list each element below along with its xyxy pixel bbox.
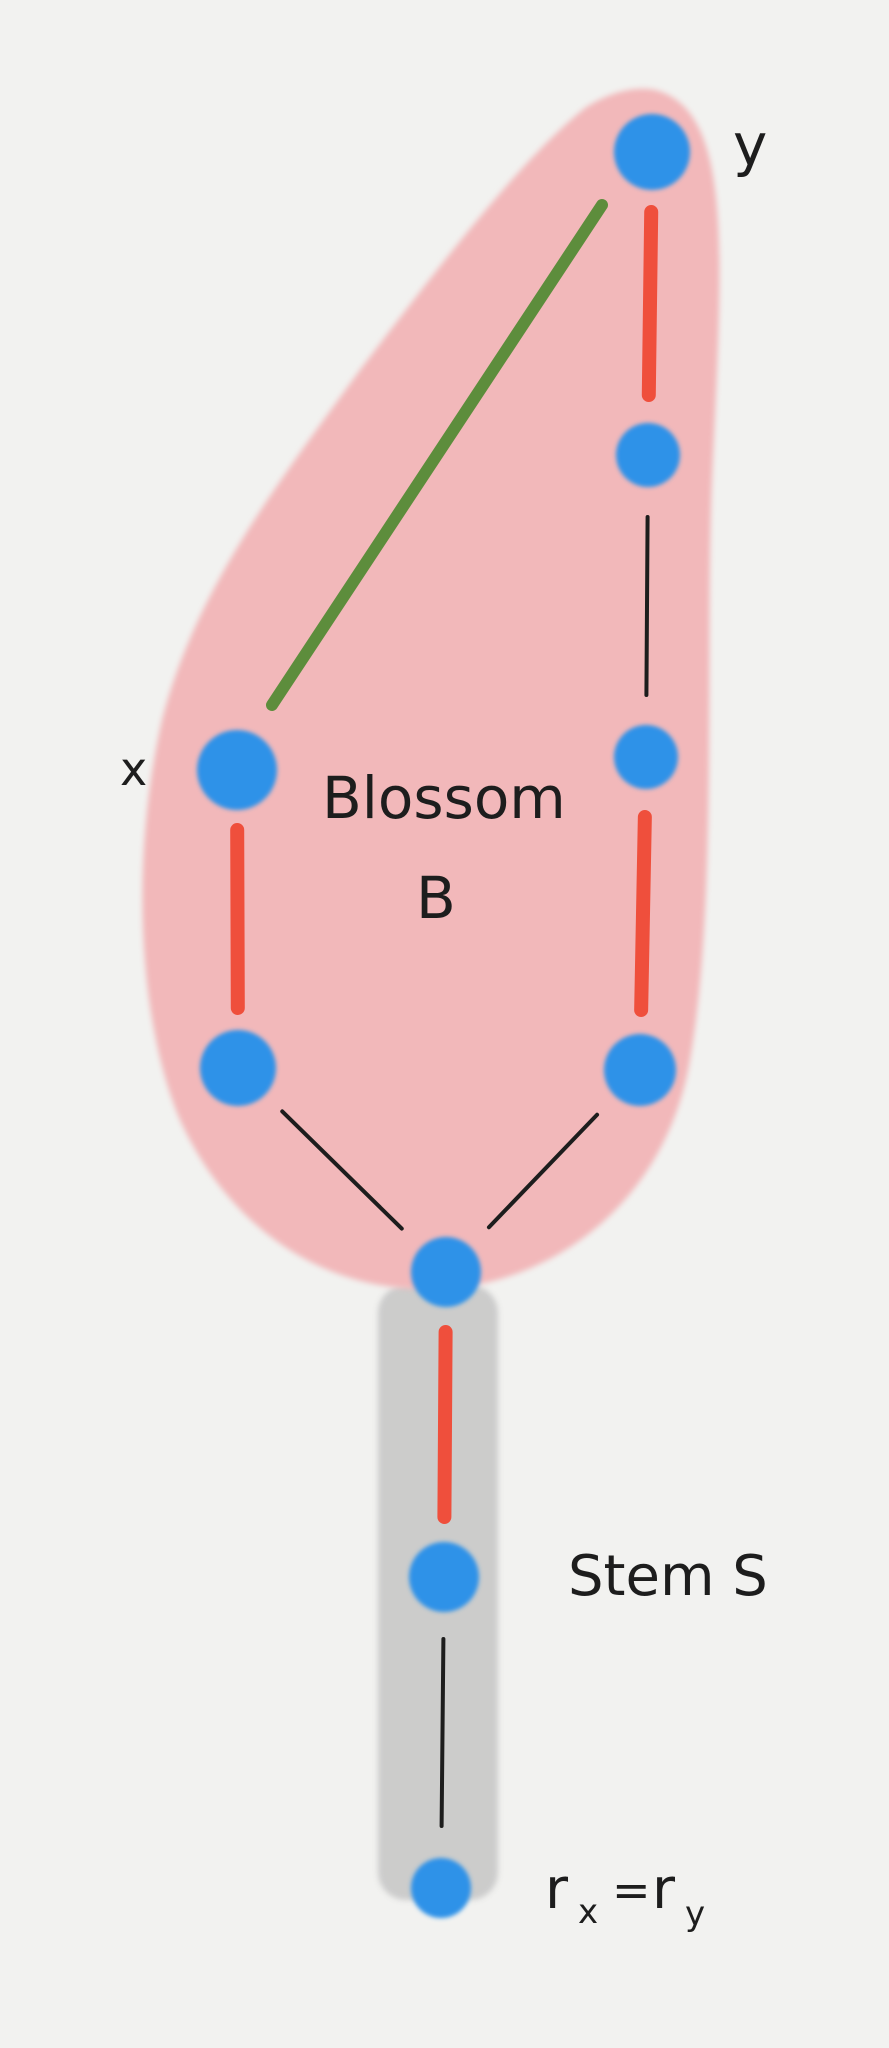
root-sub-x: x	[578, 1892, 598, 1932]
root-sub-y: y	[685, 1894, 705, 1934]
blossom-region	[142, 88, 720, 1290]
vertex-x-label: x	[120, 742, 147, 796]
edge-matched-b-c	[634, 809, 652, 1018]
edges-layer	[230, 199, 659, 1829]
vertex-y-label: y	[733, 111, 767, 179]
vertex-root	[411, 1858, 471, 1918]
blossom-title: Blossom	[322, 764, 566, 832]
vertex-s1	[409, 1542, 479, 1612]
vertex-d	[200, 1030, 276, 1106]
edge-matched-y-a	[641, 204, 659, 403]
edge-unmatched-a-b	[644, 514, 650, 698]
root-r-symbol: r	[545, 1857, 569, 1922]
root-label: r x = r y	[545, 1857, 705, 1934]
vertex-a	[616, 423, 680, 487]
stem-label: Stem S	[568, 1544, 768, 1609]
vertex-b	[614, 725, 678, 789]
vertex-c	[604, 1034, 676, 1106]
vertex-x	[197, 730, 277, 810]
edge-matched-base-s1	[437, 1324, 453, 1525]
edge-xy-x-y	[266, 199, 608, 711]
vertices-layer	[197, 114, 690, 1918]
edge-unmatched-d-base	[280, 1109, 404, 1231]
root-r-symbol-2: r	[652, 1857, 676, 1922]
edge-matched-x-d	[230, 822, 245, 1016]
vertex-base	[411, 1237, 481, 1307]
edge-unmatched-c-base	[486, 1112, 600, 1230]
blossom-letter: B	[416, 864, 456, 932]
edge-unmatched-s1-root	[439, 1636, 446, 1829]
root-equals: =	[612, 1863, 651, 1917]
vertex-y	[614, 114, 690, 190]
